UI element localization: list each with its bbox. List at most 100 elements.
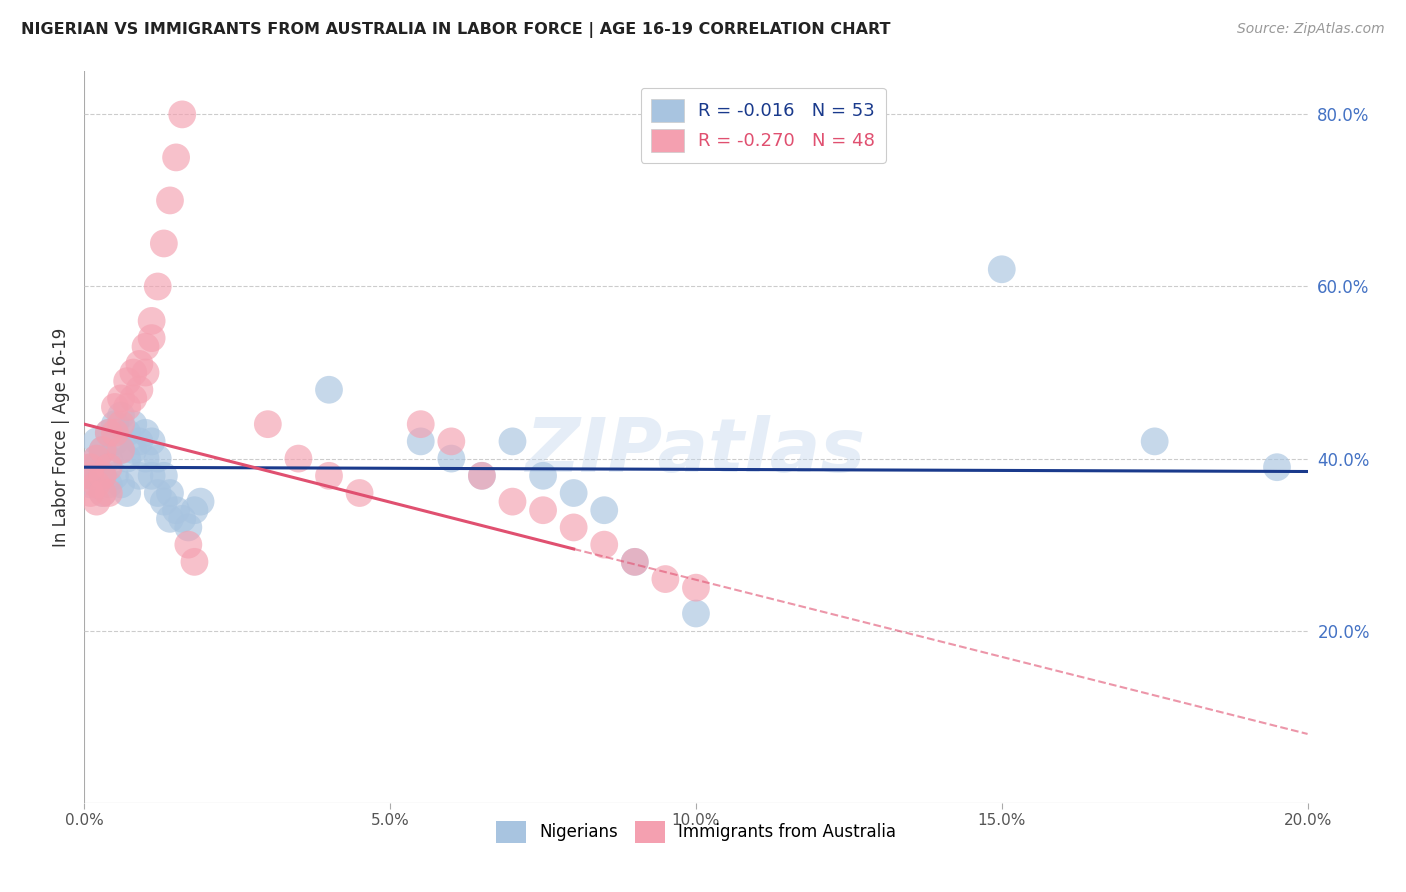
Point [685, 581, 707, 595]
Point [91, 442, 114, 457]
Point [685, 607, 707, 621]
Point [183, 555, 205, 569]
Point [141, 331, 163, 345]
Point [654, 572, 676, 586]
Point [183, 503, 205, 517]
Point [624, 555, 647, 569]
Point [115, 486, 138, 500]
Point [115, 374, 138, 388]
Point [110, 417, 132, 432]
Point [115, 400, 138, 414]
Point [159, 194, 181, 208]
Point [122, 417, 145, 432]
Point [593, 538, 616, 552]
Point [141, 314, 163, 328]
Point [135, 366, 157, 380]
Point [104, 400, 127, 414]
Point [318, 383, 340, 397]
Point [97, 425, 120, 440]
Point [349, 486, 371, 500]
Point [104, 425, 127, 440]
Point [135, 451, 157, 466]
Point [172, 107, 194, 121]
Point [502, 434, 524, 449]
Point [91, 486, 114, 500]
Point [562, 486, 585, 500]
Point [91, 442, 114, 457]
Point [128, 468, 150, 483]
Point [165, 150, 187, 164]
Point [287, 451, 309, 466]
Point [146, 279, 169, 293]
Point [146, 486, 169, 500]
Point [110, 477, 132, 491]
Point [104, 417, 127, 432]
Point [153, 468, 176, 483]
Point [562, 520, 585, 534]
Point [440, 434, 463, 449]
Point [593, 503, 616, 517]
Point [122, 366, 145, 380]
Point [86, 494, 108, 508]
Point [318, 468, 340, 483]
Point [440, 451, 463, 466]
Point [86, 451, 108, 466]
Point [141, 434, 163, 449]
Point [97, 477, 120, 491]
Point [141, 468, 163, 483]
Point [165, 503, 187, 517]
Point [135, 425, 157, 440]
Text: NIGERIAN VS IMMIGRANTS FROM AUSTRALIA IN LABOR FORCE | AGE 16-19 CORRELATION CHA: NIGERIAN VS IMMIGRANTS FROM AUSTRALIA IN… [21, 22, 890, 38]
Text: Source: ZipAtlas.com: Source: ZipAtlas.com [1237, 22, 1385, 37]
Point [86, 451, 108, 466]
Point [86, 477, 108, 491]
Point [624, 555, 647, 569]
Point [1143, 434, 1166, 449]
Point [79, 460, 101, 475]
Point [104, 434, 127, 449]
Point [146, 451, 169, 466]
Point [190, 494, 212, 508]
Point [104, 468, 127, 483]
Point [79, 486, 101, 500]
Point [122, 392, 145, 406]
Point [128, 357, 150, 371]
Point [97, 451, 120, 466]
Point [991, 262, 1014, 277]
Point [531, 503, 554, 517]
Point [79, 460, 101, 475]
Point [115, 451, 138, 466]
Point [86, 460, 108, 475]
Point [1265, 460, 1288, 475]
Point [110, 392, 132, 406]
Point [97, 460, 120, 475]
Point [86, 434, 108, 449]
Point [159, 512, 181, 526]
Point [177, 520, 200, 534]
Point [110, 442, 132, 457]
Point [502, 494, 524, 508]
Point [128, 383, 150, 397]
Point [97, 425, 120, 440]
Point [409, 417, 432, 432]
Point [91, 468, 114, 483]
Point [91, 486, 114, 500]
Point [153, 494, 176, 508]
Legend: Nigerians, Immigrants from Australia: Nigerians, Immigrants from Australia [489, 814, 903, 849]
Text: ZIPatlas: ZIPatlas [526, 415, 866, 488]
Point [135, 340, 157, 354]
Point [115, 425, 138, 440]
Point [159, 486, 181, 500]
Point [471, 468, 494, 483]
Point [128, 434, 150, 449]
Point [79, 468, 101, 483]
Point [153, 236, 176, 251]
Point [257, 417, 280, 432]
Point [79, 477, 101, 491]
Point [91, 468, 114, 483]
Point [110, 442, 132, 457]
Point [471, 468, 494, 483]
Point [172, 512, 194, 526]
Point [177, 538, 200, 552]
Point [79, 468, 101, 483]
